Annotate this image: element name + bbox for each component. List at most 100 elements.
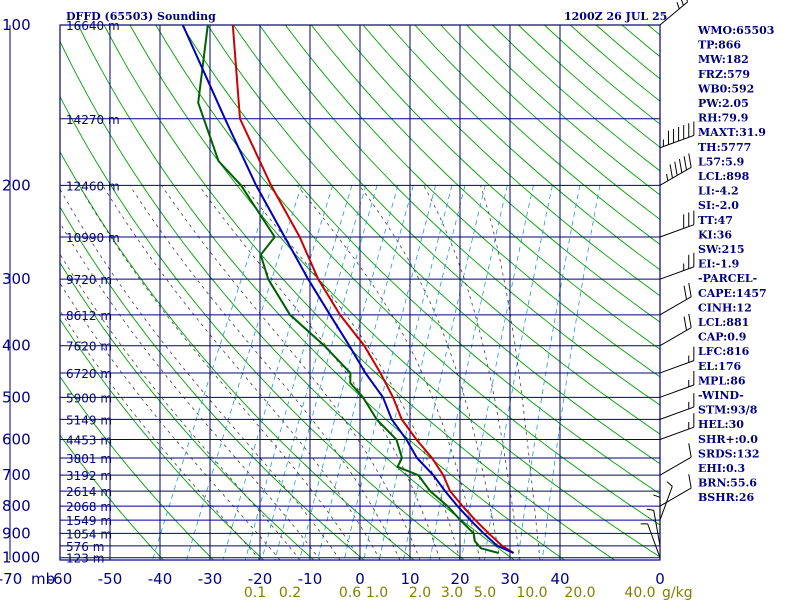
index-item: RH:79.9	[698, 112, 748, 125]
height-label: 16640 m	[66, 19, 120, 33]
wind-barb	[659, 153, 692, 186]
dry-adiabat-line	[60, 434, 164, 560]
index-item: BSHR:26	[698, 491, 754, 504]
wind-barb	[659, 346, 695, 374]
wind-barb	[653, 494, 661, 534]
pressure-tick-label: 600	[2, 431, 31, 449]
wind-barb	[659, 371, 695, 398]
index-item: LCL:898	[698, 170, 750, 183]
index-item: STM:93/8	[698, 404, 758, 417]
height-label: 12460 m	[66, 179, 120, 193]
pressure-tick-label: 800	[2, 497, 31, 515]
pressure-tick-label: 900	[2, 524, 31, 542]
dry-adiabat-line	[77, 25, 565, 560]
index-item: CINH:12	[698, 301, 752, 314]
moist-adiabat-line	[129, 185, 401, 560]
mixing-ratio-line	[541, 185, 601, 560]
index-item: WMO:65503	[697, 24, 774, 37]
moist-adiabat-line	[60, 282, 281, 560]
index-item: MW:182	[698, 53, 749, 66]
mixing-ratio-line	[261, 185, 367, 560]
mixing-ratio-line	[461, 185, 534, 560]
height-label: 6720 m	[66, 367, 112, 381]
mixing-ratio-label: 5.0	[474, 585, 496, 600]
mixing-ratio-line	[363, 185, 453, 560]
mixing-ratio-line	[222, 185, 334, 560]
dry-adiabat-line	[181, 25, 660, 495]
index-item: EHI:0.3	[698, 462, 745, 475]
height-label: 3192 m	[66, 469, 112, 483]
chart-datetime: 1200Z 26 JUL 25	[564, 10, 667, 23]
height-label: 2614 m	[66, 485, 112, 499]
moist-adiabat-line	[198, 185, 441, 560]
index-item: HEL:30	[698, 418, 744, 431]
index-item: MAXT:31.9	[698, 126, 766, 139]
wind-barb	[646, 508, 661, 546]
dry-adiabat-line	[388, 25, 660, 271]
mixing-ratio-lines	[152, 185, 601, 560]
height-label: 7620 m	[66, 340, 112, 354]
mixing-ratio-line	[343, 185, 436, 560]
height-label: 5900 m	[66, 391, 112, 405]
temperature-tick-label: 40	[550, 570, 569, 588]
wind-barbs	[640, 0, 695, 558]
height-label: 1054 m	[66, 527, 112, 541]
unit-label: mb	[31, 570, 55, 588]
pressure-tick-label: 500	[2, 388, 31, 406]
wind-barb	[659, 481, 673, 521]
height-label: 8612 m	[66, 309, 112, 323]
dry-adiabat-line	[310, 25, 660, 350]
mixing-ratio-label: 10.0	[516, 585, 547, 600]
index-item: KI:36	[698, 228, 732, 241]
pressure-tick-label: 200	[2, 176, 31, 194]
index-item: SHR+:0.0	[698, 433, 758, 446]
index-item: TP:866	[698, 39, 741, 52]
index-item: -WIND-	[698, 389, 744, 402]
moist-adiabat-line	[359, 185, 501, 560]
mixing-ratio-line	[429, 185, 508, 560]
mixing-ratio-label: 1.0	[366, 585, 388, 600]
dry-adiabat-line	[207, 25, 660, 465]
index-item: TH:5777	[698, 141, 751, 154]
mixing-ratio-line	[403, 185, 486, 560]
sounding-profiles	[181, 25, 515, 554]
pressure-tick-label: 1000	[2, 549, 40, 567]
temperature-tick-label: -10	[298, 570, 323, 588]
height-label: 3801 m	[66, 452, 112, 466]
dry-adiabat-line	[233, 25, 660, 435]
index-item: WB0:592	[697, 82, 754, 95]
height-label: 576 m	[66, 540, 104, 554]
wind-barb	[659, 282, 692, 316]
temperature-tick-label: -40	[148, 570, 173, 588]
index-item: SI:-2.0	[698, 199, 739, 212]
wind-barb	[659, 393, 695, 420]
wind-barb	[659, 252, 695, 280]
mixing-ratio-line	[378, 185, 466, 560]
height-label: 5149 m	[66, 413, 112, 427]
wind-barb	[659, 210, 695, 238]
pressure-tick-label: 400	[2, 337, 31, 355]
dry-adiabat-line	[336, 25, 660, 323]
moist-adiabat-line	[296, 185, 481, 560]
temperature-tick-label: -50	[98, 570, 123, 588]
mixing-ratio-label: 0.2	[279, 585, 301, 600]
wind-barb	[659, 443, 692, 476]
index-item: EL:176	[698, 360, 741, 373]
mixing-ratio-line	[299, 185, 399, 560]
pressure-tick-label: 700	[2, 466, 31, 484]
mixing-ratio-line	[317, 185, 414, 560]
index-item: LI:-4.2	[698, 185, 739, 198]
temperature-tick-label: 30	[500, 570, 519, 588]
dry-adiabat-line	[129, 25, 660, 558]
dry-adiabat-line	[60, 206, 365, 560]
moist-adiabat-line	[423, 185, 521, 560]
dewpoint-profile	[197, 25, 499, 554]
mixing-ratio-label: 2.0	[409, 585, 431, 600]
dry-adiabat-line	[60, 375, 214, 560]
dry-adiabat-line	[60, 95, 465, 560]
pressure-tick-label: 300	[2, 270, 31, 288]
temperature-tick-label: 10	[400, 570, 419, 588]
